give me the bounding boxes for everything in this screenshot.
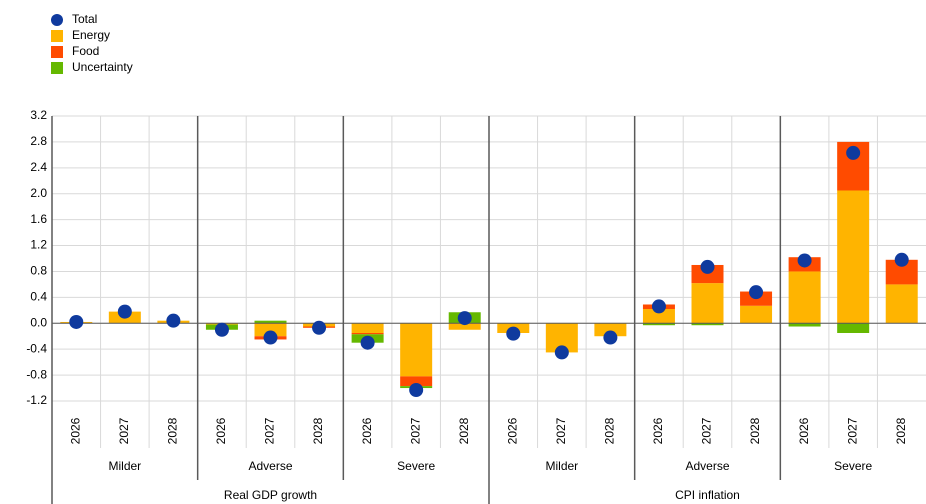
- legend-label: Food: [72, 44, 99, 58]
- bar-segment: [254, 323, 287, 337]
- panel-label: CPI inflation: [675, 488, 740, 502]
- x-tick-label: 2028: [166, 417, 180, 444]
- bar-segment: [448, 323, 481, 330]
- x-tick-label: 2028: [311, 417, 325, 444]
- total-dot: [846, 145, 861, 160]
- y-tick-label: 1.2: [30, 238, 47, 252]
- y-tick-label: 3.2: [30, 108, 47, 122]
- total-dot: [603, 330, 618, 345]
- bar-segment: [740, 305, 773, 324]
- x-tick-label: 2026: [651, 417, 665, 444]
- total-dot: [117, 304, 132, 319]
- total-dot: [69, 314, 84, 329]
- total-dot: [166, 313, 181, 328]
- total-dot: [700, 259, 715, 274]
- total-dot: [506, 326, 521, 341]
- y-tick-label: -0.4: [26, 341, 47, 355]
- legend-marker: [51, 62, 63, 74]
- x-tick-label: 2026: [505, 417, 519, 444]
- total-dot: [554, 345, 569, 360]
- x-tick-label: 2026: [360, 417, 374, 444]
- y-tick-label: 0.8: [30, 264, 47, 278]
- y-tick-label: 2.4: [30, 160, 47, 174]
- y-tick-label: 1.6: [30, 212, 47, 226]
- scenario-label: Milder: [108, 459, 141, 473]
- total-dot: [894, 252, 909, 267]
- bar-segment: [837, 323, 870, 333]
- total-dot: [797, 253, 812, 268]
- x-tick-label: 2027: [408, 417, 422, 444]
- scenario-label: Adverse: [685, 459, 729, 473]
- bar-segment: [351, 332, 384, 335]
- bar-segment: [885, 284, 918, 324]
- x-tick-label: 2026: [797, 417, 811, 444]
- total-dot: [312, 320, 327, 335]
- bar-segment: [254, 320, 287, 324]
- y-tick-label: -1.2: [26, 393, 47, 407]
- x-tick-label: 2026: [214, 417, 228, 444]
- legend-marker: [51, 46, 63, 58]
- bar-segment: [691, 283, 724, 324]
- bar-segment: [594, 323, 627, 337]
- bar-segment: [400, 376, 433, 387]
- bar-segment: [642, 309, 675, 324]
- total-dot: [360, 335, 375, 350]
- total-dot: [409, 382, 424, 397]
- bar-segment: [788, 271, 821, 324]
- y-tick-label: 0.0: [30, 315, 47, 329]
- scenario-label: Severe: [834, 459, 872, 473]
- y-tick-label: -0.8: [26, 367, 47, 381]
- x-tick-label: 2028: [748, 417, 762, 444]
- total-dot: [263, 330, 278, 345]
- y-tick-label: 2.0: [30, 186, 47, 200]
- total-dot: [749, 285, 764, 300]
- x-tick-label: 2027: [117, 417, 131, 444]
- x-tick-label: 2026: [68, 417, 82, 444]
- bar-segment: [642, 323, 675, 326]
- x-tick-label: 2027: [700, 417, 714, 444]
- bar-segment: [351, 323, 384, 333]
- x-tick-label: 2028: [457, 417, 471, 444]
- legend-marker: [51, 14, 63, 26]
- y-tick-label: 2.8: [30, 134, 47, 148]
- legend-marker: [51, 30, 63, 42]
- total-dot: [457, 311, 472, 326]
- total-dot: [651, 299, 666, 314]
- legend-label: Energy: [72, 28, 110, 42]
- x-tick-label: 2027: [554, 417, 568, 444]
- y-tick-label: 0.4: [30, 290, 47, 304]
- x-tick-label: 2028: [603, 417, 617, 444]
- scenario-label: Milder: [545, 459, 578, 473]
- legend-label: Uncertainty: [72, 60, 133, 74]
- x-tick-label: 2027: [845, 417, 859, 444]
- panel-label: Real GDP growth: [224, 488, 317, 502]
- scenario-label: Severe: [397, 459, 435, 473]
- bar-segment: [837, 190, 870, 324]
- total-dot: [214, 322, 229, 337]
- x-tick-label: 2028: [894, 417, 908, 444]
- bar-segment: [788, 323, 821, 327]
- x-tick-label: 2027: [263, 417, 277, 444]
- legend-label: Total: [72, 12, 97, 26]
- bar-segment: [691, 264, 724, 284]
- scenario-label: Adverse: [248, 459, 292, 473]
- bar-segment: [400, 323, 433, 377]
- bar-segment: [691, 323, 724, 326]
